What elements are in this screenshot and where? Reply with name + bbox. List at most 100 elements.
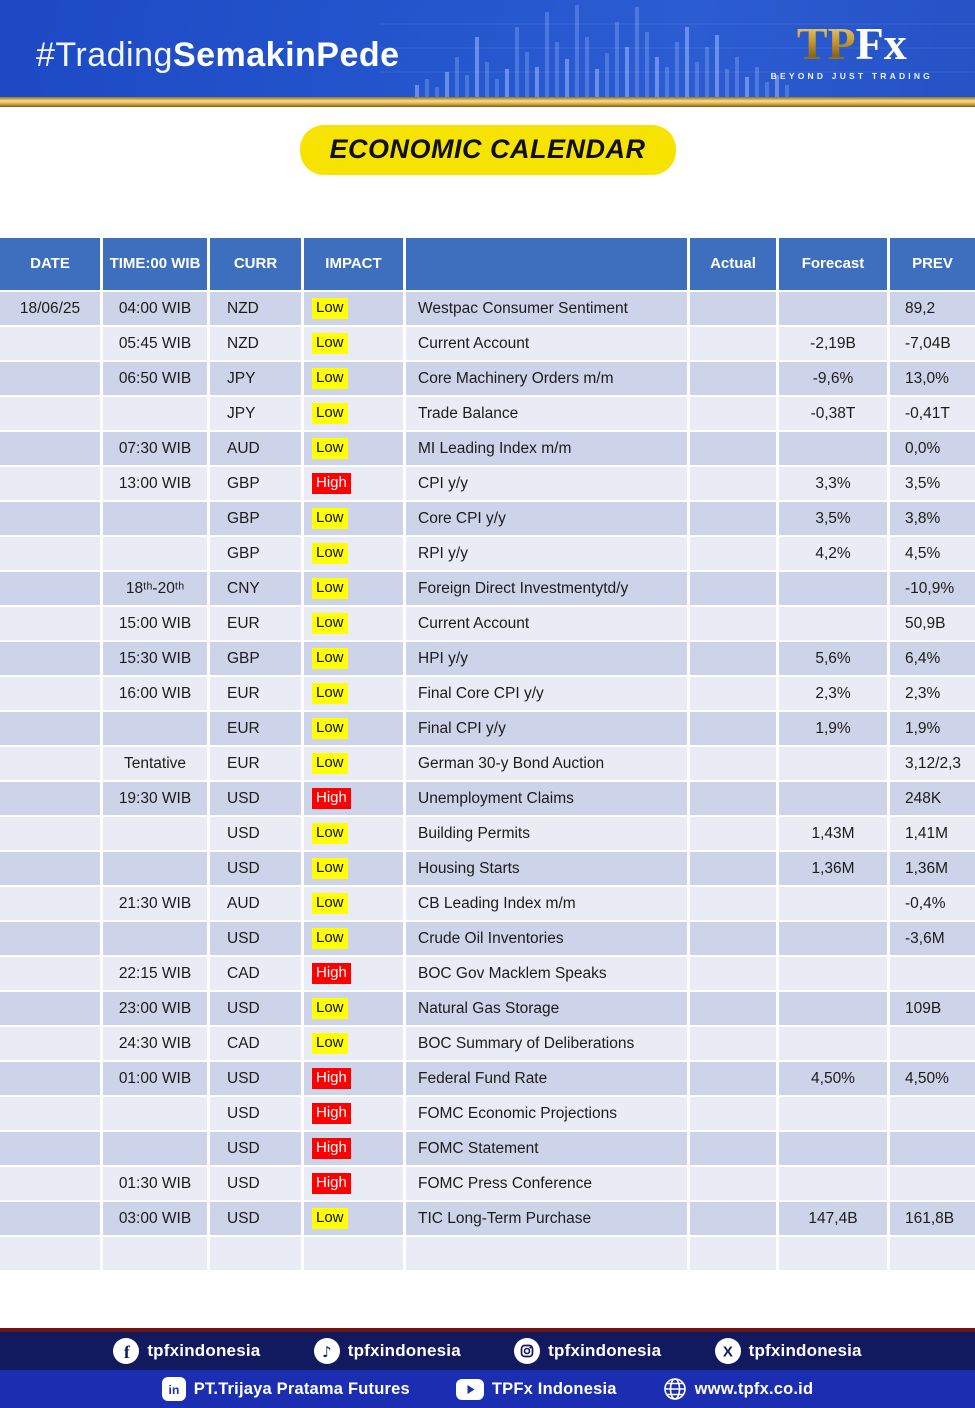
- cell-time: [103, 1237, 207, 1270]
- cell-forecast: -9,6%: [779, 362, 887, 395]
- cell-actual: [690, 642, 776, 675]
- cell-prev: [890, 1237, 975, 1270]
- cell-forecast: 2,3%: [779, 677, 887, 710]
- cell-forecast: -2,19B: [779, 327, 887, 360]
- cell-impact: High: [304, 1132, 403, 1165]
- cell-date: [0, 1062, 100, 1095]
- cell-curr: CNY: [210, 572, 301, 605]
- cell-time: [103, 817, 207, 850]
- cell-event: FOMC Press Conference: [406, 1167, 687, 1200]
- cell-date: [0, 642, 100, 675]
- table-row: 13:00 WIB GBP High CPI y/y 3,3% 3,5%: [0, 467, 975, 500]
- cell-event: Natural Gas Storage: [406, 992, 687, 1025]
- cell-impact: Low: [304, 537, 403, 570]
- cell-event: BOC Gov Macklem Speaks: [406, 957, 687, 990]
- cell-curr: USD: [210, 1097, 301, 1130]
- cell-curr: EUR: [210, 712, 301, 745]
- svg-text:X: X: [722, 1344, 732, 1361]
- social-handle: tpfxindonesia: [748, 1341, 862, 1360]
- cell-prev: 50,9B: [890, 607, 975, 640]
- impact-badge: Low: [312, 823, 348, 844]
- cell-actual: [690, 607, 776, 640]
- svg-text:f: f: [124, 1342, 131, 1362]
- footer: f tpfxindonesia ♪ tpfxindonesia tpfxindo…: [0, 1328, 975, 1408]
- info-label: www.tpfx.co.id: [694, 1379, 814, 1398]
- cell-date: [0, 1202, 100, 1235]
- cell-actual: [690, 747, 776, 780]
- cell-impact: Low: [304, 887, 403, 920]
- cell-forecast: 3,3%: [779, 467, 887, 500]
- impact-badge: Low: [312, 718, 348, 739]
- cell-curr: EUR: [210, 747, 301, 780]
- footer-social-bar: f tpfxindonesia ♪ tpfxindonesia tpfxindo…: [0, 1332, 975, 1370]
- cell-prev: 1,9%: [890, 712, 975, 745]
- cell-curr: JPY: [210, 362, 301, 395]
- x-icon: X: [714, 1338, 741, 1364]
- cell-date: [0, 327, 100, 360]
- cell-impact: Low: [304, 432, 403, 465]
- table-row: USD Low Crude Oil Inventories -3,6M: [0, 922, 975, 955]
- cell-time: 16:00 WIB: [103, 677, 207, 710]
- cell-event: Current Account: [406, 607, 687, 640]
- facebook-icon: f: [113, 1338, 140, 1364]
- cell-impact: Low: [304, 642, 403, 675]
- cell-curr: AUD: [210, 887, 301, 920]
- cell-time: 18ᵗʰ-20ᵗʰ: [103, 572, 207, 605]
- cell-curr: USD: [210, 992, 301, 1025]
- cell-prev: 6,4%: [890, 642, 975, 675]
- cell-date: [0, 992, 100, 1025]
- cell-impact: Low: [304, 922, 403, 955]
- table-row: 01:00 WIB USD High Federal Fund Rate 4,50% 4,…: [0, 1062, 975, 1095]
- table-row: USD Low Building Permits 1,43M 1,41M: [0, 817, 975, 850]
- logo-fx: Fx: [855, 17, 907, 69]
- cell-event: BOC Summary of Deliberations: [406, 1027, 687, 1060]
- impact-badge: Low: [312, 683, 348, 704]
- economic-calendar-table: DATE TIME:00 WIB CURR IMPACT Actual Fore…: [0, 238, 975, 1270]
- cell-event: Unemployment Claims: [406, 782, 687, 815]
- cell-event: Core Machinery Orders m/m: [406, 362, 687, 395]
- cell-forecast: [779, 1237, 887, 1270]
- cell-time: Tentative: [103, 747, 207, 780]
- cell-curr: [210, 1237, 301, 1270]
- cell-forecast: 5,6%: [779, 642, 887, 675]
- cell-impact: Low: [304, 502, 403, 535]
- impact-badge: Low: [312, 578, 348, 599]
- cell-curr: USD: [210, 1202, 301, 1235]
- page-title: ECONOMIC CALENDAR: [299, 125, 676, 175]
- cell-impact: Low: [304, 362, 403, 395]
- cell-time: [103, 537, 207, 570]
- cell-event: Housing Starts: [406, 852, 687, 885]
- cell-forecast: [779, 1027, 887, 1060]
- cell-time: 19:30 WIB: [103, 782, 207, 815]
- cell-actual: [690, 1202, 776, 1235]
- cell-date: [0, 432, 100, 465]
- table-row: 05:45 WIB NZD Low Current Account -2,19B -7,0…: [0, 327, 975, 360]
- header-curr: CURR: [210, 238, 301, 290]
- info-label: PT.Trijaya Pratama Futures: [193, 1379, 410, 1398]
- cell-forecast: 4,50%: [779, 1062, 887, 1095]
- cell-curr: CAD: [210, 1027, 301, 1060]
- impact-badge: Low: [312, 928, 348, 949]
- info-label: TPFx Indonesia: [491, 1379, 617, 1398]
- cell-date: [0, 397, 100, 430]
- tpfx-logo: TPFx BEYOND JUST TRADING: [771, 17, 933, 81]
- impact-badge: Low: [312, 403, 348, 424]
- table-row: USD High FOMC Statement: [0, 1132, 975, 1165]
- cell-prev: 161,8B: [890, 1202, 975, 1235]
- cell-time: [103, 712, 207, 745]
- hashtag-regular: #Trading: [36, 36, 173, 74]
- impact-badge: Low: [312, 438, 348, 459]
- cell-actual: [690, 992, 776, 1025]
- cell-impact: Low: [304, 852, 403, 885]
- cell-event: RPI y/y: [406, 537, 687, 570]
- impact-badge: Low: [312, 1208, 348, 1229]
- cell-date: [0, 677, 100, 710]
- impact-badge: Low: [312, 508, 348, 529]
- info-website: www.tpfx.co.id: [663, 1377, 814, 1401]
- impact-badge: High: [312, 1138, 351, 1159]
- cell-forecast: 4,2%: [779, 537, 887, 570]
- tiktok-icon: ♪: [313, 1338, 340, 1364]
- calendar-table-body: 18/06/25 04:00 WIB NZD Low Westpac Consumer …: [0, 292, 975, 1270]
- header-prev: PREV: [890, 238, 975, 290]
- cell-prev: 3,8%: [890, 502, 975, 535]
